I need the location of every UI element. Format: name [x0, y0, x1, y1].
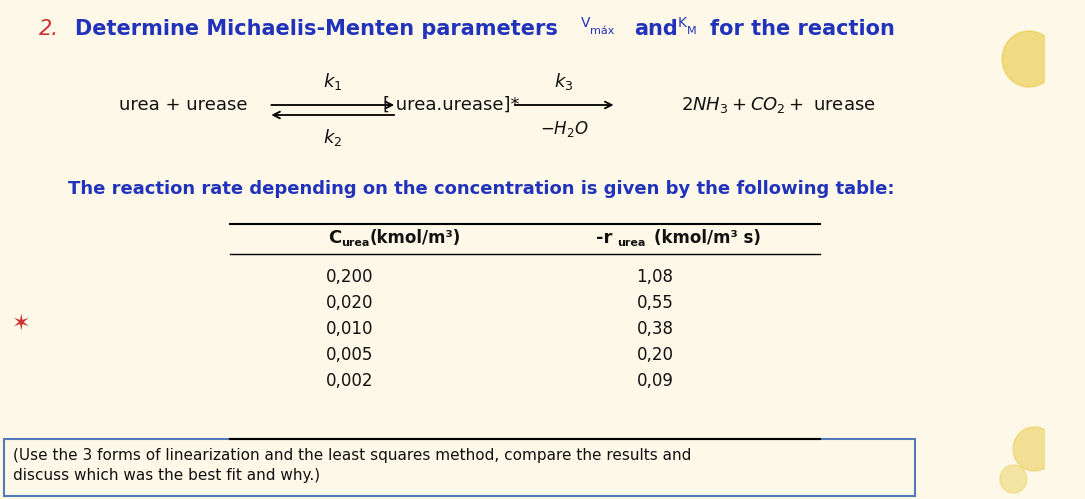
FancyBboxPatch shape: [4, 439, 915, 496]
Text: (kmol/m³ s): (kmol/m³ s): [654, 229, 761, 247]
Text: 1,08: 1,08: [637, 268, 674, 286]
Text: and: and: [634, 19, 678, 39]
Text: [ urea.urease]*: [ urea.urease]*: [383, 96, 520, 114]
Text: -r: -r: [597, 229, 613, 247]
Text: The reaction rate depending on the concentration is given by the following table: The reaction rate depending on the conce…: [68, 180, 894, 198]
Text: 2.: 2.: [39, 19, 59, 39]
Text: M: M: [687, 26, 697, 36]
Text: ✶: ✶: [12, 314, 30, 334]
Text: 0,020: 0,020: [327, 294, 373, 312]
Text: 0,20: 0,20: [637, 346, 674, 364]
Text: 0,55: 0,55: [637, 294, 674, 312]
Text: $k_2$: $k_2$: [323, 127, 343, 148]
Text: (Use the 3 forms of linearization and the least squares method, compare the resu: (Use the 3 forms of linearization and th…: [13, 448, 691, 463]
Text: V: V: [580, 16, 590, 30]
Circle shape: [1003, 31, 1056, 87]
Text: urea + urease: urea + urease: [118, 96, 247, 114]
Text: 0,38: 0,38: [637, 320, 674, 338]
Text: 0,200: 0,200: [327, 268, 373, 286]
Circle shape: [1000, 465, 1026, 493]
Text: Determine Michaelis-Menten parameters: Determine Michaelis-Menten parameters: [75, 19, 558, 39]
Text: K: K: [678, 16, 687, 30]
Text: (kmol/m³): (kmol/m³): [370, 229, 461, 247]
Text: 0,09: 0,09: [637, 372, 674, 390]
Text: urea: urea: [341, 238, 369, 248]
Text: C: C: [329, 229, 342, 247]
Circle shape: [1013, 427, 1056, 471]
Text: $-H_2O$: $-H_2O$: [539, 119, 588, 139]
Text: $k_1$: $k_1$: [323, 70, 343, 91]
Text: $k_3$: $k_3$: [554, 70, 574, 91]
Text: 0,010: 0,010: [327, 320, 373, 338]
Text: $2NH_3 + CO_2 +$ urease: $2NH_3 + CO_2 +$ urease: [681, 95, 876, 115]
Text: discuss which was the best fit and why.): discuss which was the best fit and why.): [13, 468, 320, 483]
Text: urea: urea: [617, 238, 646, 248]
Text: máx: máx: [590, 26, 615, 36]
Text: for the reaction: for the reaction: [711, 19, 895, 39]
Text: 0,005: 0,005: [327, 346, 373, 364]
Text: 0,002: 0,002: [327, 372, 373, 390]
